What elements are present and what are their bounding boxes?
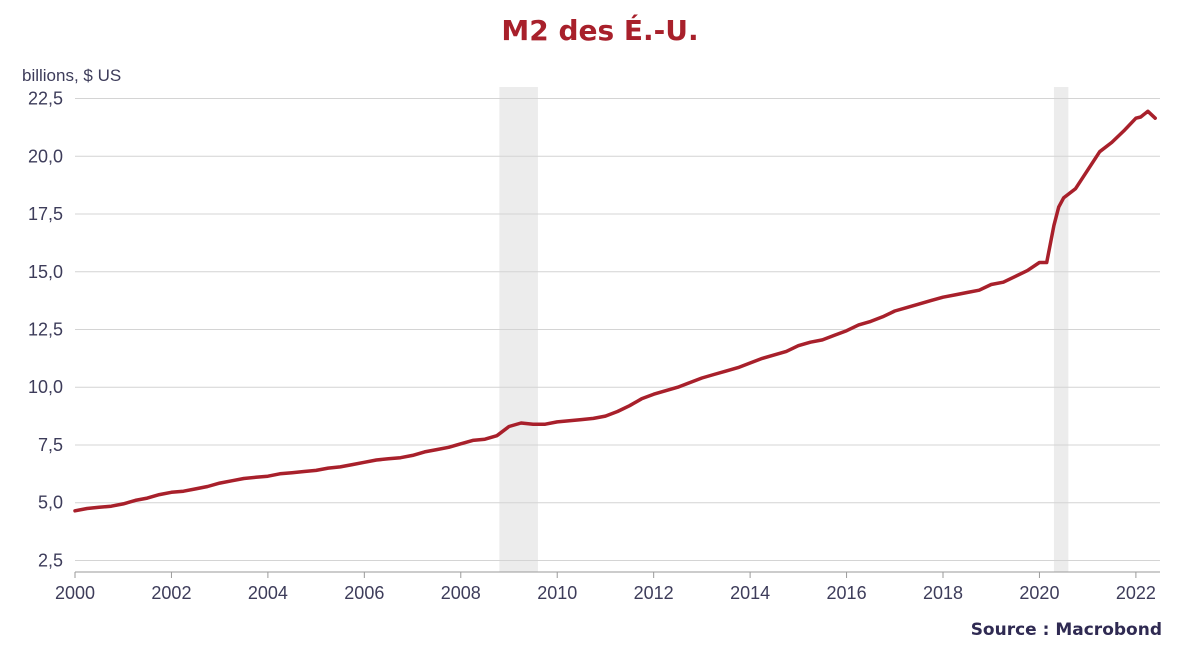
y-axis-label: billions, $ US	[22, 66, 122, 85]
y-tick-label: 10,0	[28, 377, 63, 397]
series-line-1	[73, 109, 1157, 513]
series-lines	[73, 109, 1157, 513]
x-tick-label: 2004	[248, 583, 288, 603]
y-tick-label: 12,5	[28, 320, 63, 340]
x-tick-label: 2020	[1019, 583, 1059, 603]
x-tick-label: 2022	[1116, 583, 1156, 603]
x-tick-label: 2008	[441, 583, 481, 603]
y-tick-label: 17,5	[28, 204, 63, 224]
x-tick-label: 2006	[344, 583, 384, 603]
x-tick-label: 2010	[537, 583, 577, 603]
y-tick-label: 7,5	[38, 435, 63, 455]
x-tick-label: 2016	[827, 583, 867, 603]
x-tick-label: 2012	[634, 583, 674, 603]
x-tick-label: 2002	[151, 583, 191, 603]
x-tick-label: 2000	[55, 583, 95, 603]
y-axis-ticks: 2,5 5,0 7,5 10,0 12,5 15,0 17,5 20,0 22,5	[28, 89, 63, 571]
grid-lines	[75, 98, 1160, 561]
x-tick-label: 2014	[730, 583, 770, 603]
y-tick-label: 15,0	[28, 262, 63, 282]
y-tick-label: 20,0	[28, 146, 63, 166]
source-note: Source : Macrobond	[970, 620, 1162, 640]
y-tick-label: 2,5	[38, 550, 63, 570]
chart-title: M2 des É.-U.	[501, 14, 699, 47]
y-tick-label: 5,0	[38, 493, 63, 513]
x-tick-label: 2018	[923, 583, 963, 603]
x-axis-ticks: 2000 2002 2004 2006 2008 2010 2012 2014 2016 2018…	[55, 572, 1156, 603]
y-tick-label: 22,5	[28, 89, 63, 109]
